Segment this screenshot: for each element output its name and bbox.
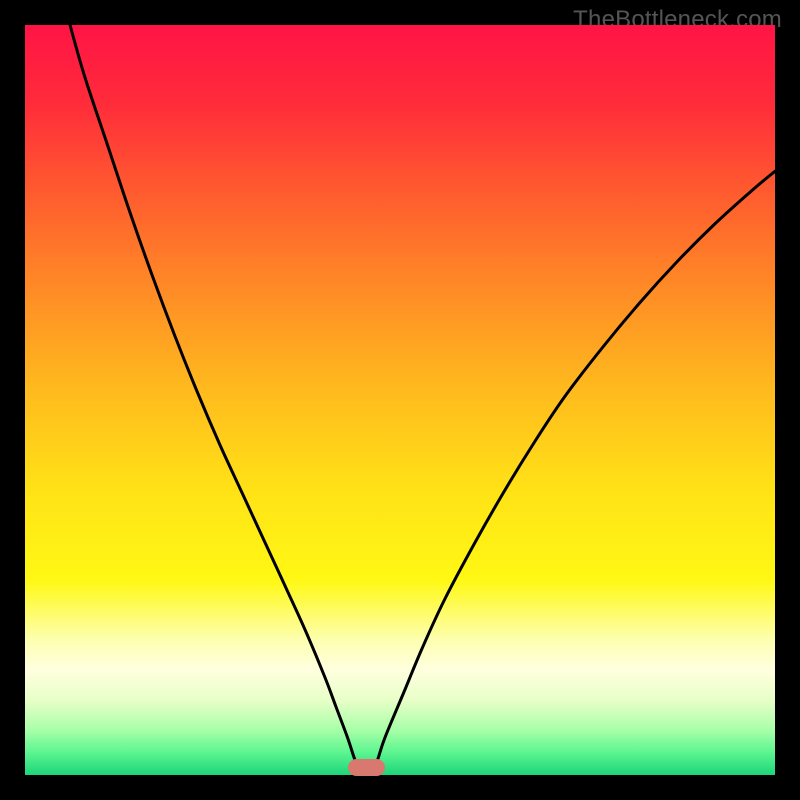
chart-frame: TheBottleneck.com xyxy=(0,0,800,800)
curve-left xyxy=(70,25,361,773)
plot-area xyxy=(25,25,775,775)
bottleneck-curves xyxy=(25,25,775,775)
curve-right xyxy=(372,171,776,773)
minimum-marker xyxy=(348,759,386,776)
